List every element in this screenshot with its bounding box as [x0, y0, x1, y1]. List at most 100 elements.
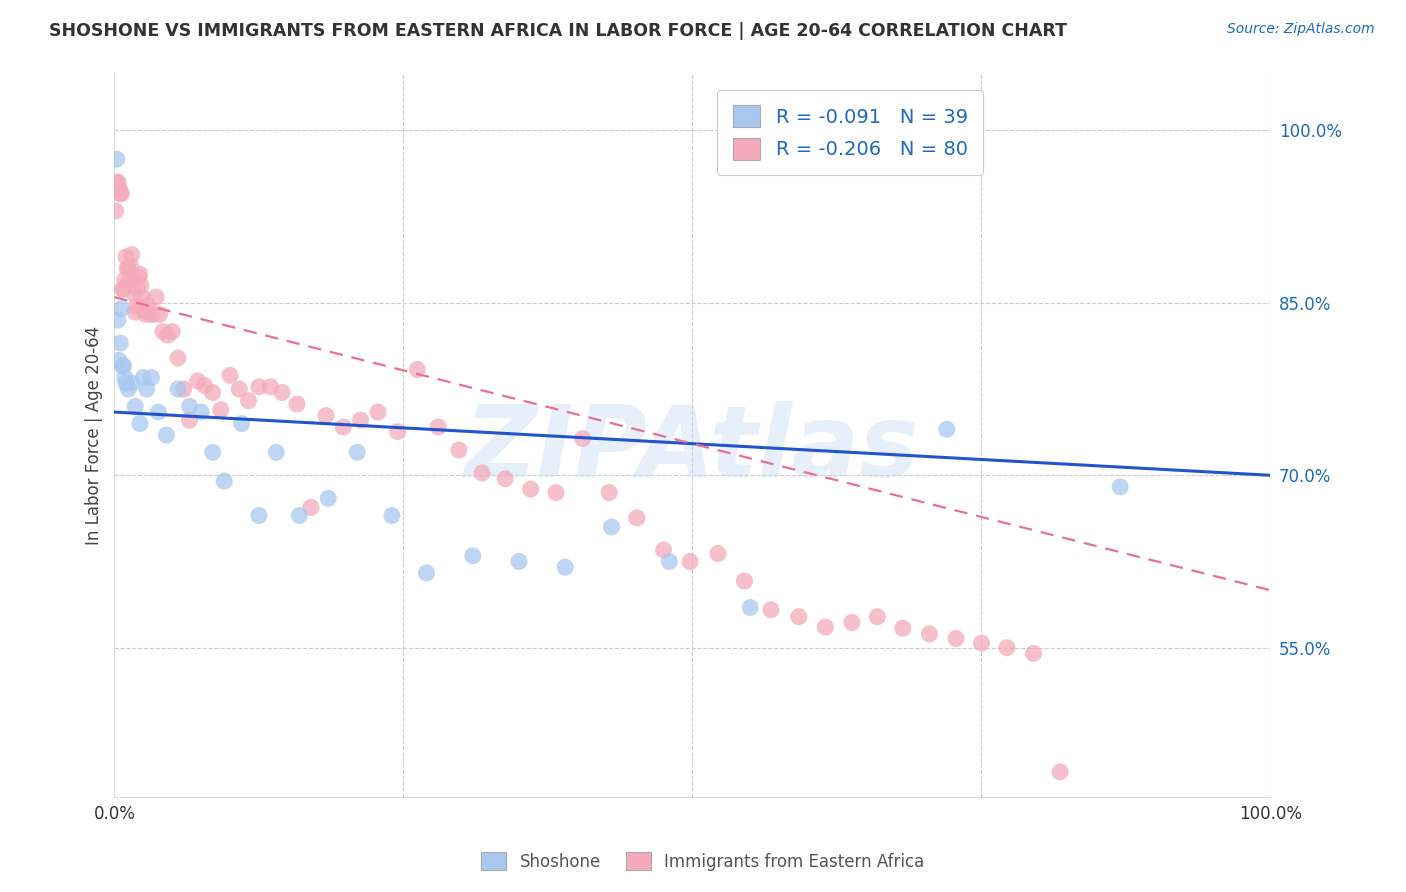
- Point: [110, 186, 132, 201]
- Point: [105, 152, 128, 166]
- Point: [231, 417, 253, 431]
- Point: [124, 305, 146, 319]
- Point: [316, 491, 339, 506]
- Point: [139, 307, 162, 321]
- Point: [406, 362, 429, 376]
- Point: [128, 267, 150, 281]
- Point: [128, 270, 150, 285]
- Point: [1109, 480, 1132, 494]
- Point: [108, 186, 131, 201]
- Point: [945, 632, 967, 646]
- Point: [111, 282, 134, 296]
- Point: [128, 417, 150, 431]
- Legend: R = -0.091   N = 39, R = -0.206   N = 80: R = -0.091 N = 39, R = -0.206 N = 80: [717, 90, 983, 175]
- Point: [190, 405, 212, 419]
- Point: [179, 413, 201, 427]
- Point: [228, 382, 250, 396]
- Point: [118, 273, 141, 287]
- Point: [179, 400, 201, 414]
- Point: [104, 203, 127, 218]
- Point: [112, 359, 135, 373]
- Point: [841, 615, 863, 630]
- Point: [148, 307, 170, 321]
- Text: ZIPAtlas: ZIPAtlas: [465, 401, 920, 498]
- Point: [332, 420, 354, 434]
- Point: [787, 609, 810, 624]
- Point: [107, 313, 129, 327]
- Point: [173, 382, 195, 396]
- Text: SHOSHONE VS IMMIGRANTS FROM EASTERN AFRICA IN LABOR FORCE | AGE 20-64 CORRELATIO: SHOSHONE VS IMMIGRANTS FROM EASTERN AFRI…: [49, 22, 1067, 40]
- Point: [194, 378, 217, 392]
- Point: [121, 376, 143, 391]
- Point: [381, 508, 404, 523]
- Point: [187, 374, 209, 388]
- Point: [120, 259, 142, 273]
- Point: [212, 474, 235, 488]
- Point: [447, 442, 470, 457]
- Point: [132, 370, 155, 384]
- Text: Source: ZipAtlas.com: Source: ZipAtlas.com: [1227, 22, 1375, 37]
- Point: [112, 282, 135, 296]
- Point: [111, 359, 134, 373]
- Point: [554, 560, 576, 574]
- Point: [141, 370, 163, 384]
- Point: [117, 382, 139, 396]
- Point: [427, 420, 450, 434]
- Point: [935, 422, 957, 436]
- Point: [461, 549, 484, 563]
- Point: [129, 278, 152, 293]
- Point: [125, 299, 148, 313]
- Point: [114, 370, 136, 384]
- Point: [107, 175, 129, 189]
- Point: [142, 307, 165, 321]
- Point: [121, 247, 143, 261]
- Point: [201, 445, 224, 459]
- Point: [415, 566, 437, 580]
- Point: [299, 500, 322, 515]
- Point: [350, 413, 373, 427]
- Point: [247, 508, 270, 523]
- Point: [471, 466, 494, 480]
- Point: [131, 290, 153, 304]
- Point: [115, 250, 138, 264]
- Point: [571, 432, 593, 446]
- Point: [135, 382, 157, 396]
- Point: [600, 520, 623, 534]
- Point: [110, 301, 132, 316]
- Point: [136, 298, 159, 312]
- Point: [544, 485, 567, 500]
- Point: [970, 636, 993, 650]
- Point: [108, 181, 131, 195]
- Point: [759, 603, 782, 617]
- Point: [201, 385, 224, 400]
- Point: [346, 445, 368, 459]
- Point: [127, 282, 149, 296]
- Point: [209, 402, 232, 417]
- Point: [814, 620, 837, 634]
- Point: [367, 405, 389, 419]
- Point: [160, 325, 183, 339]
- Point: [105, 175, 128, 189]
- Point: [108, 336, 131, 351]
- Point: [155, 428, 177, 442]
- Point: [219, 368, 242, 383]
- Y-axis label: In Labor Force | Age 20-64: In Labor Force | Age 20-64: [86, 326, 103, 545]
- Point: [167, 351, 190, 365]
- Point: [122, 270, 145, 285]
- Point: [494, 472, 516, 486]
- Point: [259, 380, 281, 394]
- Point: [122, 286, 145, 301]
- Point: [288, 508, 311, 523]
- Point: [995, 640, 1018, 655]
- Point: [148, 405, 170, 419]
- Point: [124, 400, 146, 414]
- Point: [707, 546, 730, 560]
- Point: [1022, 647, 1045, 661]
- Point: [598, 485, 620, 500]
- Point: [626, 511, 648, 525]
- Point: [315, 409, 337, 423]
- Point: [508, 554, 530, 568]
- Point: [519, 482, 541, 496]
- Point: [918, 627, 941, 641]
- Point: [152, 325, 174, 339]
